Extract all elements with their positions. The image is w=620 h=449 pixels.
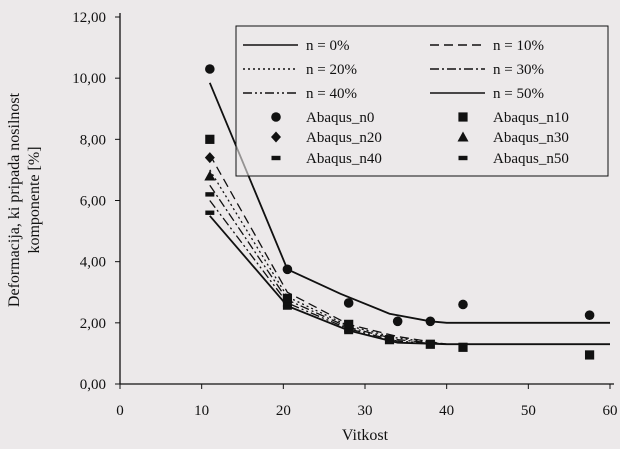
data-point-abaqus-n40 <box>282 302 292 307</box>
data-point-abaqus-n50 <box>205 210 215 215</box>
y-tick-label: 12,00 <box>72 10 106 26</box>
data-point-abaqus-n10 <box>384 335 395 345</box>
legend-box <box>235 25 609 177</box>
legend-label: Abaqus_n20 <box>306 130 382 146</box>
x-tick-label: 10 <box>194 403 209 419</box>
legend-label: n = 10% <box>493 38 544 54</box>
legend-label: Abaqus_n10 <box>493 110 569 126</box>
x-tick-label: 40 <box>439 403 454 419</box>
y-tick-label: 4,00 <box>80 255 106 271</box>
data-point-abaqus-n10 <box>584 350 595 360</box>
y-tick-label: 0,00 <box>80 377 106 393</box>
data-point-abaqus-n30 <box>204 170 216 181</box>
data-point-abaqus-n10 <box>458 342 468 352</box>
data-point-abaqus-n0 <box>282 264 293 275</box>
data-point-abaqus-n0 <box>584 310 595 320</box>
legend-marker-swatch <box>458 112 468 122</box>
legend-marker-swatch <box>271 155 281 161</box>
legend-label: n = 0% <box>306 38 349 54</box>
data-point-abaqus-n10 <box>282 293 293 303</box>
y-tick-label: 10,00 <box>72 71 106 87</box>
legend-marker-swatch <box>271 131 281 143</box>
data-point-abaqus-n0 <box>458 299 468 310</box>
series-line-n50 <box>209 215 610 346</box>
legend-marker-swatch <box>271 112 281 122</box>
series-line-n30 <box>209 184 610 345</box>
legend-label: Abaqus_n0 <box>306 110 374 126</box>
y-tick-label: 6,00 <box>80 194 106 210</box>
legend-label: n = 20% <box>306 62 357 78</box>
data-point-abaqus-n20 <box>204 152 215 164</box>
data-point-abaqus-n0 <box>425 316 436 327</box>
legend-label: Abaqus_n50 <box>493 151 569 167</box>
y-tick-label: 2,00 <box>80 316 106 332</box>
legend-marker-swatch <box>457 131 469 142</box>
y-tick-label: 8,00 <box>80 132 106 148</box>
x-tick-label: 20 <box>276 403 291 419</box>
legend-label: n = 40% <box>306 86 357 102</box>
series-line-n10 <box>209 154 610 345</box>
data-point-abaqus-n50 <box>344 329 354 335</box>
legend-label: Abaqus_n30 <box>493 130 569 146</box>
legend-label: n = 50% <box>493 86 544 102</box>
data-point-abaqus-n40 <box>205 192 215 197</box>
legend-label: Abaqus_n40 <box>306 151 382 167</box>
x-tick-label: 50 <box>521 403 536 419</box>
axes: 0 10 20 30 40 50 60 0,00 2,00 4,00 6,00 8,00 10,00 12… <box>6 10 618 444</box>
data-point-abaqus-n10 <box>344 319 354 329</box>
y-axis-title: Deformacija, ki pripada nosilnost <box>6 92 23 307</box>
data-point-abaqus-n0 <box>343 298 354 308</box>
y-axis-title: komponente [%] <box>26 146 43 253</box>
legend-marker-swatch <box>458 155 468 161</box>
legend: n = 0% n = 10% n = 20% n = 30% n = 40% n = 50… <box>235 25 609 177</box>
plot-area <box>204 64 610 360</box>
data-point-abaqus-n50 <box>282 305 292 310</box>
legend-label: n = 30% <box>493 62 544 78</box>
series-line-n0 <box>208 82 610 324</box>
data-point-abaqus-n0 <box>392 316 403 327</box>
x-tick-label: 30 <box>358 403 373 419</box>
x-axis-title: Vitkost <box>342 427 389 444</box>
x-tick-label: 0 <box>116 403 124 419</box>
data-point-abaqus-n10 <box>205 134 215 144</box>
data-point-abaqus-n10 <box>425 339 435 349</box>
data-point-abaqus-n0 <box>205 64 215 74</box>
x-tick-label: 60 <box>603 403 618 419</box>
